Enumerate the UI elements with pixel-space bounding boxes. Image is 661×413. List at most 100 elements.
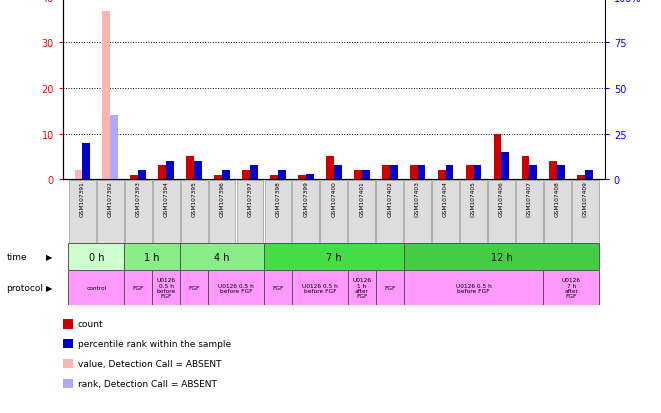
Bar — [97, 180, 124, 243]
Bar — [326, 157, 334, 180]
Text: 12 h: 12 h — [490, 252, 512, 262]
Bar — [102, 12, 110, 180]
Text: GSM107407: GSM107407 — [527, 181, 532, 217]
Text: GSM107397: GSM107397 — [247, 181, 253, 217]
Bar — [209, 180, 235, 243]
Bar — [362, 171, 369, 180]
Bar — [375, 271, 404, 306]
Bar — [138, 171, 146, 180]
Bar — [153, 180, 180, 243]
Text: U0126 0.5 h
before FGF: U0126 0.5 h before FGF — [302, 283, 338, 293]
Text: GSM107406: GSM107406 — [499, 181, 504, 216]
Text: GSM107391: GSM107391 — [80, 181, 85, 216]
Text: protocol: protocol — [7, 284, 44, 292]
Bar — [208, 271, 264, 306]
Bar — [488, 180, 515, 243]
Bar — [242, 171, 250, 180]
Text: control: control — [86, 285, 106, 291]
Text: U0126 0.5 h
before FGF: U0126 0.5 h before FGF — [455, 283, 491, 293]
Text: U0126
7 h
after
FGF: U0126 7 h after FGF — [562, 278, 581, 299]
Bar — [152, 271, 180, 306]
Text: ▶: ▶ — [46, 284, 53, 292]
Bar — [130, 175, 138, 180]
Bar — [405, 180, 431, 243]
Text: 4 h: 4 h — [214, 252, 230, 262]
Text: GSM107408: GSM107408 — [555, 181, 560, 217]
Bar — [186, 157, 194, 180]
Bar — [585, 171, 593, 180]
Bar — [292, 271, 348, 306]
Text: FGF: FGF — [188, 285, 200, 291]
Bar — [418, 165, 426, 180]
Bar — [68, 244, 124, 271]
Text: value, Detection Call = ABSENT: value, Detection Call = ABSENT — [78, 359, 221, 368]
Text: GSM107405: GSM107405 — [471, 181, 476, 217]
Bar — [544, 180, 570, 243]
Bar — [466, 166, 473, 180]
Text: 0 h: 0 h — [89, 252, 104, 262]
Text: GSM107401: GSM107401 — [359, 181, 364, 216]
Bar — [473, 165, 481, 180]
Bar — [446, 165, 453, 180]
Bar — [502, 152, 509, 180]
Bar — [306, 174, 314, 180]
Text: GSM107402: GSM107402 — [387, 181, 392, 217]
Bar — [578, 175, 585, 180]
Bar — [543, 271, 600, 306]
Bar — [529, 165, 537, 180]
Bar — [69, 180, 96, 243]
Bar — [298, 175, 306, 180]
Text: 1 h: 1 h — [145, 252, 160, 262]
Bar — [410, 166, 418, 180]
Bar — [250, 165, 258, 180]
Bar — [572, 180, 599, 243]
Bar — [438, 171, 446, 180]
Text: GSM107395: GSM107395 — [192, 181, 196, 217]
Bar — [460, 180, 487, 243]
Bar — [110, 116, 118, 180]
Bar — [348, 180, 375, 243]
Bar — [292, 180, 319, 243]
Bar — [432, 180, 459, 243]
Text: rank, Detection Call = ABSENT: rank, Detection Call = ABSENT — [78, 379, 217, 388]
Bar — [404, 271, 543, 306]
Text: GSM107398: GSM107398 — [276, 181, 280, 217]
Bar — [348, 271, 375, 306]
Text: FGF: FGF — [133, 285, 144, 291]
Text: GSM107400: GSM107400 — [331, 181, 336, 217]
Bar — [404, 244, 600, 271]
Bar — [264, 180, 292, 243]
Bar — [334, 165, 342, 180]
Bar — [390, 165, 397, 180]
Text: count: count — [78, 320, 104, 329]
Bar — [124, 244, 180, 271]
Bar — [194, 161, 202, 180]
Bar — [124, 271, 152, 306]
Text: FGF: FGF — [384, 285, 395, 291]
Text: FGF: FGF — [272, 285, 284, 291]
Bar — [382, 166, 390, 180]
Text: GSM107393: GSM107393 — [136, 181, 141, 217]
Bar — [68, 271, 124, 306]
Text: percentile rank within the sample: percentile rank within the sample — [78, 339, 231, 349]
Bar — [180, 244, 264, 271]
Text: time: time — [7, 253, 27, 261]
Bar — [494, 134, 502, 180]
Bar — [278, 171, 286, 180]
Bar — [214, 175, 222, 180]
Bar — [237, 180, 263, 243]
Bar — [222, 171, 230, 180]
Bar — [522, 157, 529, 180]
Bar — [557, 165, 565, 180]
Bar — [270, 175, 278, 180]
Text: GSM107394: GSM107394 — [164, 181, 169, 217]
Text: U0126
1 h
after
FGF: U0126 1 h after FGF — [352, 278, 371, 299]
Bar — [180, 271, 208, 306]
Bar — [264, 244, 404, 271]
Bar — [321, 180, 347, 243]
Bar — [549, 161, 557, 180]
Bar — [354, 171, 362, 180]
Text: GSM107404: GSM107404 — [443, 181, 448, 217]
Bar — [75, 171, 83, 180]
Text: GSM107403: GSM107403 — [415, 181, 420, 217]
